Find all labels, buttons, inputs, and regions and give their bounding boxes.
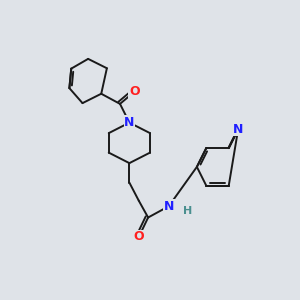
Text: H: H (183, 206, 192, 216)
Text: O: O (134, 230, 144, 244)
Text: N: N (124, 116, 135, 129)
Text: O: O (129, 85, 140, 98)
Text: N: N (233, 123, 243, 136)
Text: N: N (164, 200, 174, 213)
